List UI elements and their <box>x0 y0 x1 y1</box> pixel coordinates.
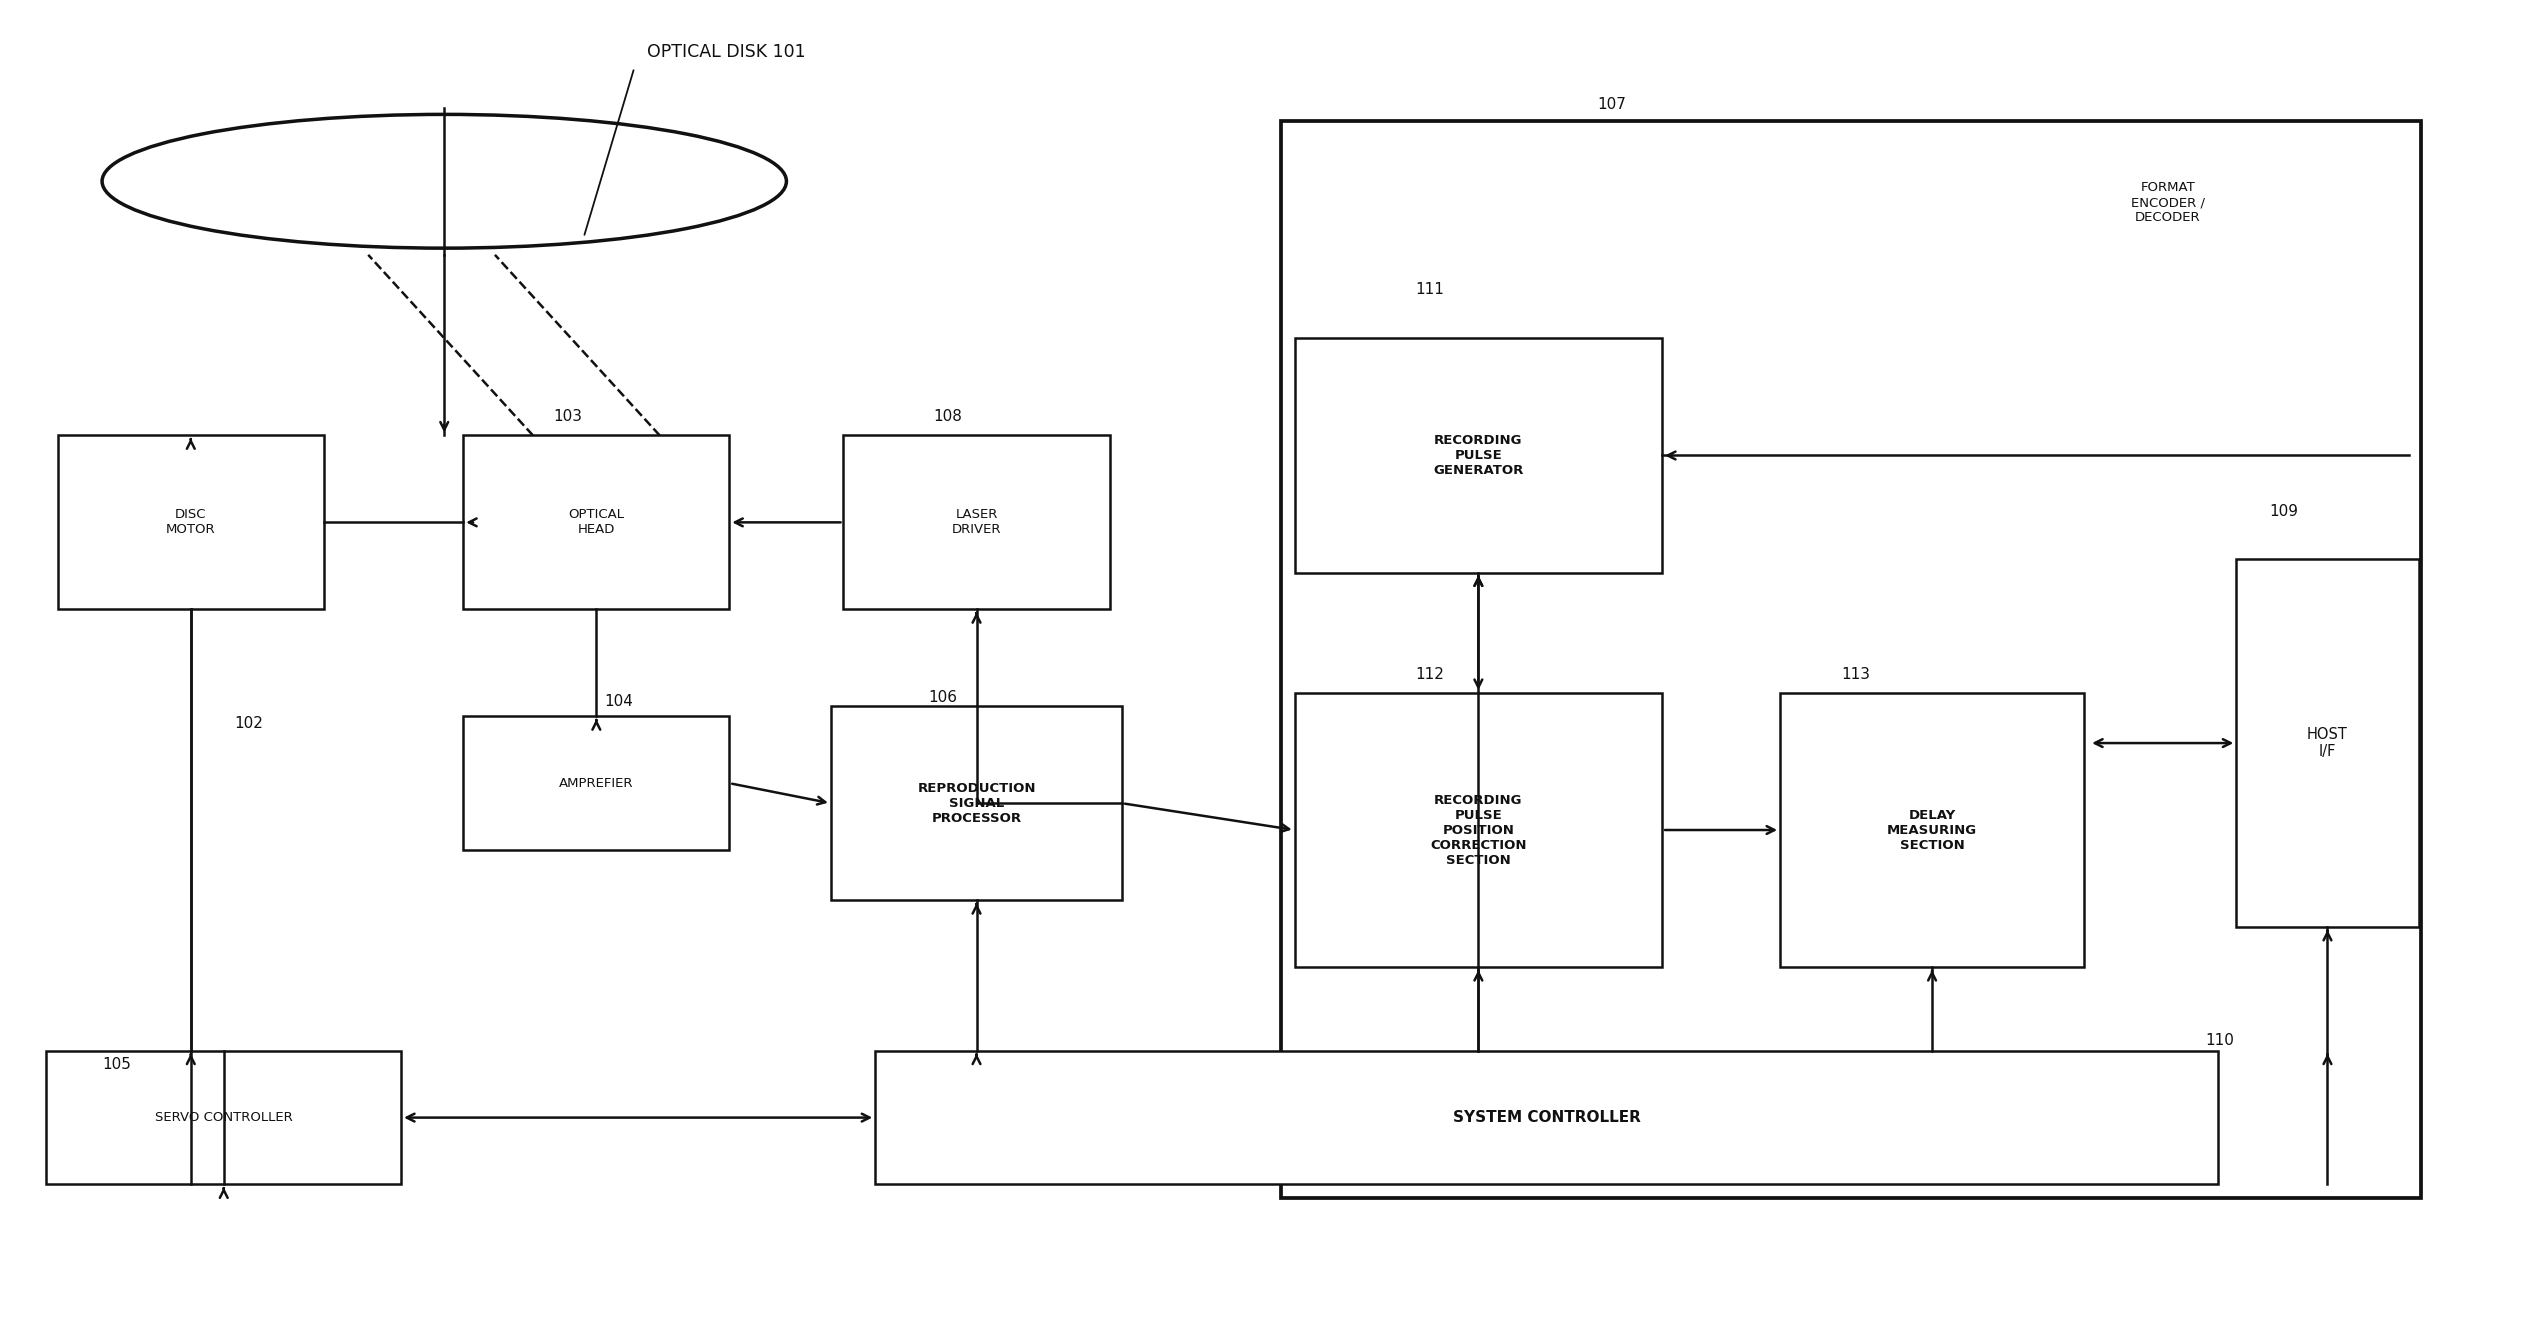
Text: 110: 110 <box>2206 1034 2234 1048</box>
Text: 113: 113 <box>1841 667 1869 682</box>
Bar <box>832 706 1123 900</box>
Text: RECORDING
PULSE
GENERATOR: RECORDING PULSE GENERATOR <box>1433 434 1524 477</box>
Text: 103: 103 <box>553 408 583 423</box>
Text: SERVO CONTROLLER: SERVO CONTROLLER <box>155 1111 292 1125</box>
Text: DISC
MOTOR: DISC MOTOR <box>165 509 216 537</box>
Text: 109: 109 <box>2270 503 2298 518</box>
Bar <box>464 435 730 609</box>
Text: 102: 102 <box>233 716 264 731</box>
Text: LASER
DRIVER: LASER DRIVER <box>951 509 1002 537</box>
Bar <box>875 1051 2219 1185</box>
Text: 106: 106 <box>928 690 959 704</box>
Text: HOST
I/F: HOST I/F <box>2308 727 2348 759</box>
Bar <box>844 435 1111 609</box>
Bar <box>58 435 325 609</box>
Text: RECORDING
PULSE
POSITION
CORRECTION
SECTION: RECORDING PULSE POSITION CORRECTION SECT… <box>1430 794 1527 866</box>
Text: 108: 108 <box>933 408 961 423</box>
Bar <box>1281 121 2422 1198</box>
Text: SYSTEM CONTROLLER: SYSTEM CONTROLLER <box>1453 1110 1641 1125</box>
Text: 107: 107 <box>1598 96 1626 112</box>
Ellipse shape <box>101 114 786 248</box>
Bar <box>1780 692 2085 967</box>
Text: 111: 111 <box>1415 281 1443 297</box>
Text: OPTICAL
HEAD: OPTICAL HEAD <box>568 509 624 537</box>
Bar <box>1293 339 1661 573</box>
Text: DELAY
MEASURING
SECTION: DELAY MEASURING SECTION <box>1887 809 1978 852</box>
Text: AMPREFIER: AMPREFIER <box>558 777 634 790</box>
Text: 112: 112 <box>1415 667 1443 682</box>
Bar <box>2237 560 2419 927</box>
Bar <box>464 716 730 850</box>
Text: OPTICAL DISK 101: OPTICAL DISK 101 <box>647 43 806 62</box>
Bar <box>1293 692 1661 967</box>
Text: 105: 105 <box>101 1058 132 1073</box>
Bar <box>46 1051 401 1185</box>
Text: FORMAT
ENCODER /
DECODER: FORMAT ENCODER / DECODER <box>2130 181 2204 224</box>
Text: 104: 104 <box>604 694 634 708</box>
Text: REPRODUCTION
SIGNAL
PROCESSOR: REPRODUCTION SIGNAL PROCESSOR <box>918 782 1035 825</box>
